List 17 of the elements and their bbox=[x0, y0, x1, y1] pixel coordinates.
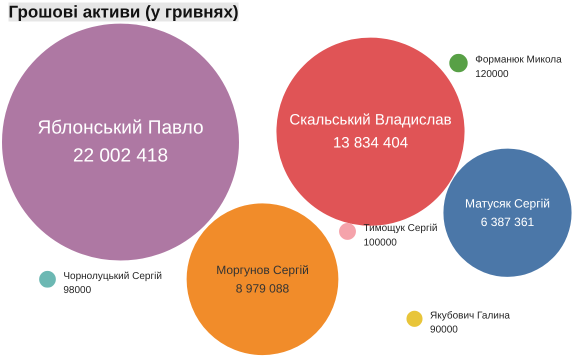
category-label: Чорнолуцький Сергій bbox=[63, 270, 162, 282]
data-label: 100000 bbox=[363, 237, 398, 248]
data-label: 6 387 361 bbox=[480, 215, 535, 230]
data-label: 22 002 418 bbox=[72, 146, 168, 167]
category-label: Матусяк Сергій bbox=[465, 196, 550, 210]
text: Грошові активи (у гривнях) bbox=[8, 2, 239, 22]
data-label: 98000 bbox=[63, 285, 92, 296]
category-label: Форманюк Микола bbox=[475, 54, 562, 66]
category-label: Якубович Галина bbox=[430, 310, 510, 322]
data-label: 90000 bbox=[430, 324, 458, 336]
category-label: Тимощук Сергій bbox=[363, 222, 438, 234]
category-label: Моргунов Сергій bbox=[216, 262, 309, 277]
category-label: Яблонський Павло bbox=[37, 117, 204, 138]
category-label: Скальський Владислав bbox=[289, 112, 452, 129]
data-label: 8 979 088 bbox=[236, 282, 290, 296]
data-label: 13 834 404 bbox=[332, 134, 408, 152]
data-label: 120000 bbox=[475, 68, 510, 80]
